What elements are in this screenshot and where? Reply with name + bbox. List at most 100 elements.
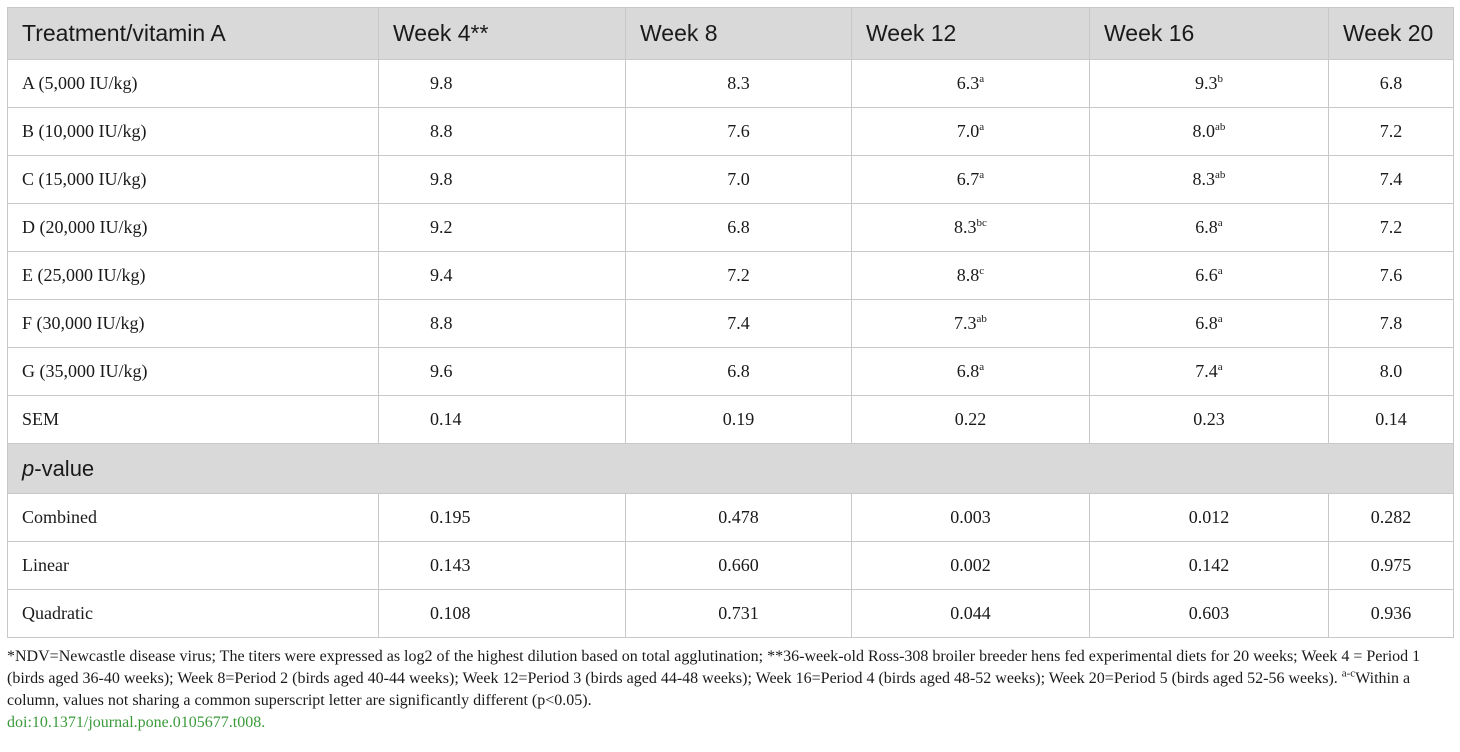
significance-superscript: ab [976, 313, 987, 325]
table-cell: 0.478 [625, 493, 852, 542]
table-cell: 0.19 [625, 395, 852, 444]
table-cell: 8.3bc [851, 203, 1090, 252]
table-cell: 7.6 [1328, 251, 1454, 300]
row-label: Quadratic [7, 589, 379, 638]
table-cell: 6.8 [625, 347, 852, 396]
table-cell: 8.0ab [1089, 107, 1329, 156]
cell-value: 8.3 [727, 73, 750, 93]
cell-value: 8.3 [954, 217, 977, 237]
cell-value: 0.012 [1188, 507, 1230, 527]
footnote-superscript: a-c [1341, 667, 1356, 680]
significance-superscript: a [979, 121, 985, 133]
table-cell: 0.603 [1089, 589, 1329, 638]
table-cell: 6.8 [625, 203, 852, 252]
table-cell: 7.2 [1328, 107, 1454, 156]
table-container: Treatment/vitamin A Week 4** Week 8 Week 12… [7, 7, 1454, 734]
column-header-week: Week 8 [625, 7, 852, 60]
row-label: A (5,000 IU/kg) [7, 59, 379, 108]
table-cell: 0.143 [378, 541, 626, 590]
column-header-week: Week 4** [378, 7, 626, 60]
significance-superscript: ab [1215, 121, 1226, 133]
table-cell: 9.3b [1089, 59, 1329, 108]
table-cell: 7.0 [625, 155, 852, 204]
table-cell: 6.3a [851, 59, 1090, 108]
table-row: SEM 0.14 0.19 0.22 0.23 0.14 [7, 395, 1454, 444]
cell-value: 6.7 [956, 169, 980, 189]
cell-value: 0.003 [950, 507, 991, 527]
column-header-week: Week 12 [851, 7, 1090, 60]
cell-value: 7.6 [1379, 265, 1403, 285]
cell-value: 0.002 [950, 555, 991, 575]
table-cell: 7.2 [1328, 203, 1454, 252]
table-cell: 7.4 [1328, 155, 1454, 204]
cell-value: 7.2 [1379, 121, 1403, 141]
cell-value: 8.3 [1192, 169, 1216, 189]
table-cell: 6.8a [1089, 299, 1329, 348]
cell-value: 7.6 [727, 121, 750, 141]
table-row: Combined 0.195 0.478 0.003 0.012 0.282 [7, 493, 1454, 542]
row-label: B (10,000 IU/kg) [7, 107, 379, 156]
row-label: D (20,000 IU/kg) [7, 203, 379, 252]
doi-link[interactable]: doi:10.1371/journal.pone.0105677.t008. [7, 714, 266, 731]
cell-value: 0.143 [430, 555, 471, 575]
table-cell: 7.4a [1089, 347, 1329, 396]
table-row: E (25,000 IU/kg) 9.4 7.2 8.8c 6.6a 7.6 [7, 251, 1454, 300]
table-cell: 0.22 [851, 395, 1090, 444]
table-row: G (35,000 IU/kg) 9.6 6.8 6.8a 7.4a 8.0 [7, 347, 1454, 396]
cell-value: 9.8 [430, 73, 453, 93]
column-header-week: Week 16 [1089, 7, 1329, 60]
table-cell: 8.3ab [1089, 155, 1329, 204]
row-label: C (15,000 IU/kg) [7, 155, 379, 204]
column-header-treatment: Treatment/vitamin A [7, 7, 379, 60]
table-row: D (20,000 IU/kg) 9.2 6.8 8.3bc 6.8a 7.2 [7, 203, 1454, 252]
table-cell: 6.8 [1328, 59, 1454, 108]
table-cell: 8.8 [378, 299, 626, 348]
cell-value: 0.22 [954, 409, 987, 429]
row-label: E (25,000 IU/kg) [7, 251, 379, 300]
cell-value: 0.142 [1188, 555, 1230, 575]
cell-value: 8.0 [1192, 121, 1216, 141]
cell-value: 7.0 [956, 121, 980, 141]
significance-superscript: c [979, 265, 985, 277]
row-label: F (30,000 IU/kg) [7, 299, 379, 348]
table-row: Quadratic 0.108 0.731 0.044 0.603 0.936 [7, 589, 1454, 638]
table-cell: 0.975 [1328, 541, 1454, 590]
table-cell: 7.8 [1328, 299, 1454, 348]
cell-value: 0.975 [1370, 555, 1412, 575]
cell-value: 8.8 [430, 313, 453, 333]
cell-value: 0.23 [1193, 409, 1225, 429]
table-body: A (5,000 IU/kg) 9.8 8.3 6.3a 9.3b 6.8 B (10,00… [7, 59, 1454, 638]
table-cell: 7.3ab [851, 299, 1090, 348]
cell-value: 7.4 [1195, 361, 1218, 381]
header-row: Treatment/vitamin A Week 4** Week 8 Week 12… [7, 7, 1454, 60]
cell-value: 9.8 [430, 169, 453, 189]
section-heading-italic: p [22, 455, 35, 481]
significance-superscript: a [979, 169, 985, 181]
significance-superscript: a [1217, 265, 1223, 277]
significance-superscript: a [1217, 361, 1223, 373]
cell-value: 6.8 [1195, 313, 1218, 333]
table-cell: 7.2 [625, 251, 852, 300]
table-cell: 0.14 [1328, 395, 1454, 444]
cell-value: 0.603 [1188, 603, 1230, 623]
significance-superscript: b [1217, 73, 1224, 85]
cell-value: 7.3 [954, 313, 977, 333]
cell-value: 0.14 [430, 409, 462, 429]
table-cell: 0.002 [851, 541, 1090, 590]
table-cell: 0.14 [378, 395, 626, 444]
table-cell: 0.044 [851, 589, 1090, 638]
table-row: F (30,000 IU/kg) 8.8 7.4 7.3ab 6.8a 7.8 [7, 299, 1454, 348]
cell-value: 0.282 [1370, 507, 1412, 527]
table-cell: 9.6 [378, 347, 626, 396]
table-cell: 6.8a [1089, 203, 1329, 252]
table-cell: 6.6a [1089, 251, 1329, 300]
cell-value: 9.3 [1195, 73, 1218, 93]
cell-value: 9.6 [430, 361, 453, 381]
section-heading: p-value [7, 443, 1454, 494]
cell-value: 6.8 [1379, 73, 1403, 93]
table-cell: 0.282 [1328, 493, 1454, 542]
table-row: Linear 0.143 0.660 0.002 0.142 0.975 [7, 541, 1454, 590]
cell-value: 9.4 [430, 265, 453, 285]
significance-superscript: a [1217, 313, 1223, 325]
table-cell: 8.8c [851, 251, 1090, 300]
